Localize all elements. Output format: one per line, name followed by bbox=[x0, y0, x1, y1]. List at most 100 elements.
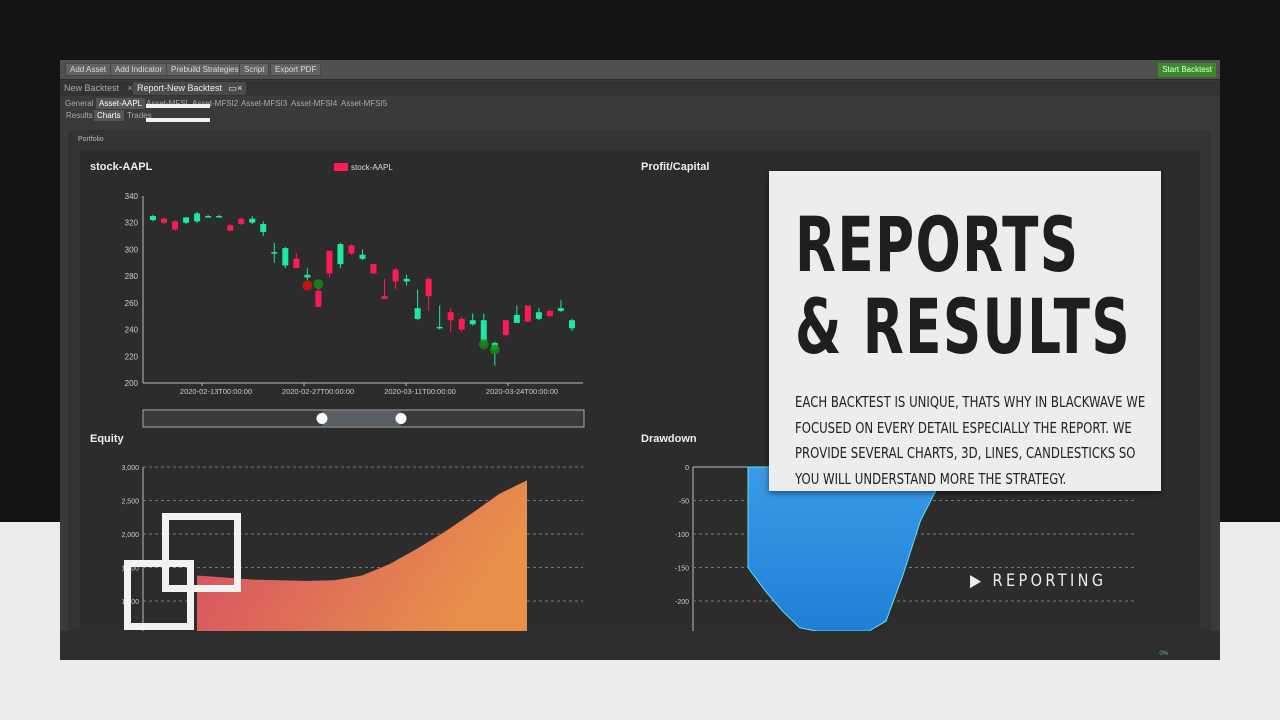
play-icon: ▶ bbox=[970, 571, 985, 591]
candle bbox=[480, 320, 487, 342]
close-icon[interactable]: × bbox=[127, 83, 133, 93]
candle bbox=[392, 269, 399, 282]
sell-marker bbox=[302, 280, 313, 291]
candle bbox=[403, 278, 410, 282]
candle bbox=[271, 252, 278, 254]
reporting-label: REPORTING bbox=[992, 571, 1107, 591]
candle bbox=[370, 264, 377, 274]
tab-asset-mfsi4[interactable]: Asset-MFSI4 bbox=[291, 99, 338, 108]
tab-general[interactable]: General bbox=[65, 99, 94, 108]
y-tick-label: 340 bbox=[125, 192, 139, 201]
decorative-bar bbox=[146, 118, 210, 122]
candle bbox=[315, 290, 322, 307]
candle bbox=[227, 225, 234, 231]
tab-label: New Backtest bbox=[64, 83, 120, 93]
logo-square bbox=[162, 513, 241, 592]
tab-asset-mfsi3[interactable]: Asset-MFSI3 bbox=[241, 99, 288, 108]
buy-marker bbox=[489, 344, 500, 355]
tab-report-new-backtest[interactable]: Report-New Backtest ▭× bbox=[133, 82, 247, 95]
candle bbox=[238, 218, 245, 225]
candle bbox=[161, 218, 168, 223]
drawdown-title: Drawdown bbox=[641, 433, 697, 445]
candle bbox=[557, 308, 564, 311]
y-tick-label: -200 bbox=[675, 599, 689, 606]
candle bbox=[260, 224, 267, 233]
overlay-card: REPORTS & RESULTS EACH BACKTEST IS UNIQU… bbox=[769, 171, 1161, 491]
candle bbox=[568, 320, 575, 329]
candle bbox=[282, 248, 289, 266]
legend-label: stock-AAPL bbox=[351, 163, 393, 172]
tab-trades[interactable]: Trades bbox=[127, 111, 152, 120]
overlay-description: EACH BACKTEST IS UNIQUE, THATS WHY IN BL… bbox=[795, 393, 1146, 488]
equity-area bbox=[197, 480, 527, 631]
y-tick-label: 2,000 bbox=[121, 532, 139, 539]
y-tick-label: 320 bbox=[125, 219, 139, 228]
profit-capital-title: Profit/Capital bbox=[641, 161, 710, 173]
tab-asset-mfsi5[interactable]: Asset-MFSI5 bbox=[341, 99, 388, 108]
candle bbox=[359, 254, 366, 259]
y-tick-label: 3,000 bbox=[121, 465, 139, 472]
tab-new-backtest[interactable]: New Backtest × bbox=[60, 82, 137, 95]
prebuild-strategies-button[interactable]: Prebuild Strategies bbox=[166, 63, 244, 76]
candle bbox=[524, 305, 531, 322]
candle bbox=[469, 320, 476, 325]
candle bbox=[194, 213, 201, 222]
y-tick-label: -100 bbox=[675, 532, 689, 539]
maximize-icon[interactable]: ▭ bbox=[228, 83, 238, 93]
decorative-bar bbox=[146, 104, 210, 108]
y-tick-label: 220 bbox=[125, 352, 139, 361]
status-bar: 0% bbox=[60, 631, 1220, 660]
start-backtest-button[interactable]: Start Backtest bbox=[1158, 63, 1216, 77]
tab-label: Report-New Backtest bbox=[137, 83, 223, 93]
tab-charts[interactable]: Charts bbox=[94, 110, 124, 121]
overlay-heading: REPORTS bbox=[795, 200, 1080, 289]
candle bbox=[337, 244, 344, 265]
tab-results[interactable]: Results bbox=[66, 111, 93, 120]
drawdown-area bbox=[747, 466, 957, 631]
buy-marker bbox=[478, 339, 489, 350]
buy-marker bbox=[313, 279, 324, 290]
candle bbox=[216, 216, 223, 218]
y-tick-label: 300 bbox=[125, 245, 139, 254]
candle bbox=[381, 296, 388, 299]
y-tick-label: 200 bbox=[125, 379, 139, 388]
tab-asset-mfsi2[interactable]: Asset-MFSI2 bbox=[192, 99, 239, 108]
candle bbox=[502, 320, 509, 335]
x-tick-label: 2020-03-11T00:00:00 bbox=[384, 387, 456, 396]
progress-text: 0% bbox=[1159, 651, 1168, 657]
candle bbox=[425, 278, 432, 297]
script-button[interactable]: Script bbox=[239, 63, 270, 76]
candle bbox=[293, 258, 300, 269]
y-tick-label: 0 bbox=[685, 465, 689, 472]
candle bbox=[172, 221, 179, 230]
y-tick-label: 260 bbox=[125, 299, 139, 308]
x-tick-label: 2020-02-27T00:00:00 bbox=[282, 387, 354, 396]
candle bbox=[436, 326, 443, 329]
close-icon[interactable]: × bbox=[237, 83, 243, 93]
portfolio-label: Portfolio bbox=[78, 136, 104, 143]
candle bbox=[150, 216, 156, 221]
logo-square bbox=[124, 560, 194, 630]
candle bbox=[447, 312, 454, 321]
export-pdf-button[interactable]: Export PDF bbox=[270, 63, 322, 76]
range-slider-selection bbox=[322, 411, 401, 426]
candle bbox=[535, 312, 542, 319]
equity-title: Equity bbox=[90, 433, 124, 445]
range-slider-handle[interactable] bbox=[395, 413, 407, 424]
x-tick-label: 2020-03-24T00:00:00 bbox=[486, 387, 558, 396]
y-tick-label: 240 bbox=[125, 326, 139, 335]
tab-asset-aapl[interactable]: Asset-AAPL bbox=[96, 98, 146, 109]
y-tick-label: 280 bbox=[125, 272, 139, 281]
candle bbox=[458, 318, 465, 330]
candle bbox=[326, 250, 333, 274]
candle bbox=[546, 310, 553, 317]
range-slider-handle[interactable] bbox=[316, 413, 328, 424]
tab-asset-mfsi[interactable]: Asset-MFSI bbox=[143, 98, 191, 109]
legend-swatch bbox=[334, 163, 348, 171]
overlay-heading: & RESULTS bbox=[795, 282, 1132, 371]
x-tick-label: 2020-02-13T00:00:00 bbox=[180, 387, 252, 396]
candle bbox=[348, 245, 355, 254]
candlestick-title: stock-AAPL bbox=[90, 161, 153, 173]
candle bbox=[513, 314, 520, 323]
reporting-badge: ▶ REPORTING bbox=[970, 571, 1106, 591]
